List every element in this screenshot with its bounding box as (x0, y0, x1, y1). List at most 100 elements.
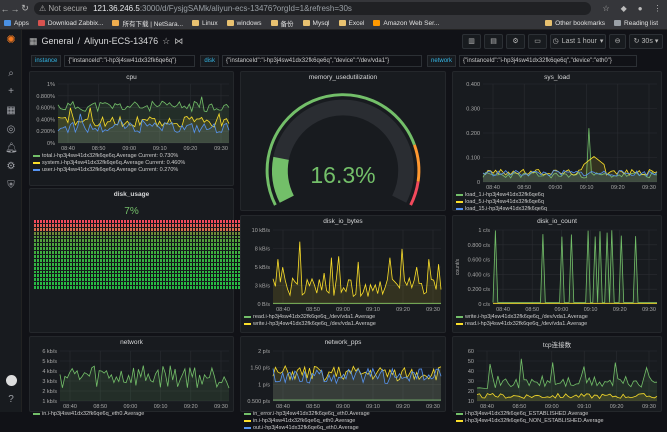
panel-disk-io-count[interactable]: disk_io_count 1 c/s 0.800 c/s 0.600 c/s 0.4… (452, 215, 662, 333)
legend-item[interactable]: write.i-hp3j4sw41dx32fk6qe6q_/dev/vda1.A… (244, 321, 376, 328)
legend-item[interactable]: out.i-hp3j4sw41dx32fk6qe6q_eth0.Average (244, 425, 370, 432)
legend-item[interactable]: in_error.i-hp3j4sw41dx32fk6qe6q_eth0.Ave… (244, 411, 370, 418)
y-tick-label: 0.400 c/s (468, 272, 491, 278)
bookmark-right-1[interactable]: Reading list (614, 20, 658, 27)
y-tick-label: 1% (47, 82, 55, 88)
bookmark-3[interactable]: Linux (192, 18, 218, 28)
chevron-down-icon: ▾ (599, 38, 604, 45)
explore-icon[interactable]: ◎ (6, 124, 16, 135)
url-path: :3000/d/FysjgSAMk/aliyun-ecs-13476?orgId… (139, 4, 352, 13)
grafana-app: ✺ ⌕ + ▦ ◎ 🔔︎ ⚙ ⛨ ? ▦ General / Aliyun-EC… (0, 30, 667, 431)
y-tick-label: 0 (477, 180, 480, 186)
disk-usage-bar (34, 262, 252, 266)
bookmark-1[interactable]: Download Zabbix... (37, 18, 103, 28)
legend-item[interactable]: read.i-hp3j4sw41dx32fk6qe6q_/dev/vda1.Av… (244, 314, 376, 321)
bookmark-5[interactable]: 备份 (270, 18, 294, 28)
panel-memory[interactable]: memory_usedutilization 16.3% (240, 71, 446, 211)
reload-icon[interactable]: ↻ (21, 3, 29, 13)
bookmark-0[interactable]: Apps (4, 18, 29, 28)
disk-usage-bar (34, 278, 252, 282)
legend-item[interactable]: i-hp3j4sw41dx32fk6qe6q_ESTABLISHED.Avera… (456, 411, 604, 418)
panel-cpu[interactable]: cpu 1% 0.800% 0.600% 0.400% 0.200% 0% 08:40 08:… (29, 71, 234, 186)
legend-item[interactable]: user.i-hp3j4sw41dx32fk6qe6q.Average Curr… (33, 167, 185, 174)
server-admin-icon[interactable]: ⛨ (7, 180, 15, 191)
variable-select-network[interactable]: {"instanceId":"i-hp3j4sw41dx32fk6qe6q","… (459, 55, 638, 67)
bookmark-right-0[interactable]: Other bookmarks (545, 20, 605, 27)
disk-usage-bar (34, 255, 252, 258)
bookmark-8[interactable]: Amazon Web Ser... (373, 18, 439, 28)
add-panel-button[interactable]: ▥ (462, 33, 481, 49)
grafana-logo-icon[interactable]: ✺ (6, 34, 16, 46)
configuration-icon[interactable]: ⚙ (6, 161, 16, 172)
settings-button[interactable]: ⚙ (506, 33, 525, 49)
address-bar[interactable]: ⚠ Not secure 121.36.246.5:3000/d/FysjgSA… (34, 2, 591, 15)
bookmark-icon (338, 20, 346, 26)
share-icon[interactable]: ⋈ (174, 35, 184, 46)
back-icon[interactable]: ← (0, 3, 10, 14)
legend-label: load_1.i-hp3j4sw41dx32fk6qe6q (465, 192, 544, 198)
panel-network[interactable]: network 6 kb/s 5 kb/s 4 kb/s 3 kb/s 2 kb/s 1 … (29, 336, 234, 417)
legend-item[interactable]: i-hp3j4sw41dx32fk6qe6q_NON_ESTABLISHED.A… (456, 418, 604, 425)
create-icon[interactable]: + (8, 86, 14, 97)
legend-swatch (244, 412, 251, 415)
save-dashboard-button[interactable]: ▤ (484, 33, 503, 49)
refresh-button[interactable]: ↻ 30s ▾ (629, 33, 663, 49)
variable-select-instance[interactable]: {"instanceId":"i-hp3j4sw41dx32fk6qe6q"} (64, 55, 196, 67)
star-icon[interactable]: ☆ (162, 35, 171, 46)
time-picker[interactable]: ◷ Last 1 hour ▾ (550, 33, 606, 49)
zoom-out-button[interactable]: ⊖ (609, 33, 626, 49)
bookmark-2[interactable]: 所有下载 | NetSara... (112, 18, 183, 28)
y-tick-label: 2 kb/s (42, 389, 57, 395)
series-line (272, 365, 442, 382)
profile-icon[interactable]: ● (637, 4, 643, 13)
variable-label-instance: instance (31, 55, 62, 67)
panel-disk-usage[interactable]: disk_usage 7% (29, 188, 252, 333)
menu-icon[interactable]: ⋮ (653, 4, 662, 13)
panel-disk-io-bytes[interactable]: disk_io_bytes 10 kB/s 8 kB/s 5 kB/s 3 kB/s 0… (240, 215, 446, 333)
graph-canvas: 6 kb/s 5 kb/s 4 kb/s 3 kb/s 2 kb/s 1 kb/s 08:4… (42, 349, 230, 410)
folder-link[interactable]: General (41, 36, 74, 46)
legend-item[interactable]: system.i-hp3j4sw41dx32fk6qe6q.Average Cu… (33, 160, 185, 167)
panel-title: tcp连接数 (542, 342, 572, 349)
search-icon[interactable]: ⌕ (8, 68, 14, 79)
dashboard-title[interactable]: Aliyun-ECS-13476 (84, 36, 159, 46)
extensions-icon[interactable]: ◆ (620, 4, 627, 13)
legend-item[interactable]: total.i-hp3j4sw41dx32fk6qe6q.Average Cur… (33, 153, 185, 160)
y-tick-label: 0.400% (36, 117, 55, 123)
legend-item[interactable]: write.i-hp3j4sw41dx32fk6qe6q_/dev/vda1.A… (456, 314, 588, 321)
disk-usage-bar (34, 247, 252, 251)
x-tick-label: 09:10 (153, 146, 167, 152)
legend-item[interactable]: in.i-hp3j4sw41dx32fk6qe6q_eth0.Average (33, 411, 144, 418)
avatar[interactable] (6, 375, 17, 386)
y-tick-label: 30 (468, 379, 474, 385)
bookmark-label: Apps (14, 19, 29, 27)
gauge-fill (272, 156, 294, 203)
panel-tcp[interactable]: tcp连接数 60 50 40 30 20 10 08:40 08:50 09:00 09:10 0… (452, 336, 662, 424)
alerting-icon[interactable]: 🔔︎ (5, 143, 18, 154)
bookmark-7[interactable]: Excel (338, 18, 364, 28)
legend-item[interactable]: load_5.i-hp3j4sw41dx32fk6qe6q (456, 199, 547, 206)
panel-network-pps[interactable]: network_pps 2 p/s 1.50 p/s 1 p/s 0.500 p/s 0… (240, 336, 446, 431)
dashboards-icon[interactable]: ▦ (6, 105, 16, 116)
panel-sys-load[interactable]: sys_load 0.400 0.300 0.200 0.100 0 08:40 08:50… (452, 71, 662, 213)
bookmark-star-icon[interactable]: ☆ (602, 4, 610, 13)
forward-icon[interactable]: → (10, 3, 20, 14)
dashboard-grid-icon: ▦ (29, 35, 38, 46)
legend-item[interactable]: read.i-hp3j4sw41dx32fk6qe6q_/dev/vda1.Av… (456, 321, 588, 328)
x-tick-label: 09:30 (426, 307, 440, 313)
graph-canvas: 1 c/s 0.800 c/s 0.600 c/s 0.400 c/s 0.200 c/… (455, 228, 657, 313)
legend-swatch (33, 412, 40, 415)
y-tick-label: 60 (468, 349, 474, 355)
legend-item[interactable]: load_1.i-hp3j4sw41dx32fk6qe6q (456, 192, 547, 199)
legend-item[interactable]: in.i-hp3j4sw41dx32fk6qe6q_eth0.Average (244, 418, 370, 425)
tv-mode-button[interactable]: ▭ (528, 33, 547, 49)
legend-swatch (244, 419, 251, 422)
security-indicator[interactable]: ⚠ Not secure (39, 4, 88, 13)
bookmark-4[interactable]: windows (226, 18, 262, 28)
variable-select-disk[interactable]: {"instanceId":"i-hp3j4sw41dx32fk6qe6q","… (222, 55, 423, 67)
bookmark-6[interactable]: Mysql (302, 18, 330, 28)
legend-item[interactable]: load_15.i-hp3j4sw41dx32fk6qe6q (456, 206, 547, 213)
help-icon[interactable]: ? (8, 394, 14, 405)
disk-usage-bar (34, 258, 252, 262)
y-axis-label: count/s (455, 258, 461, 275)
